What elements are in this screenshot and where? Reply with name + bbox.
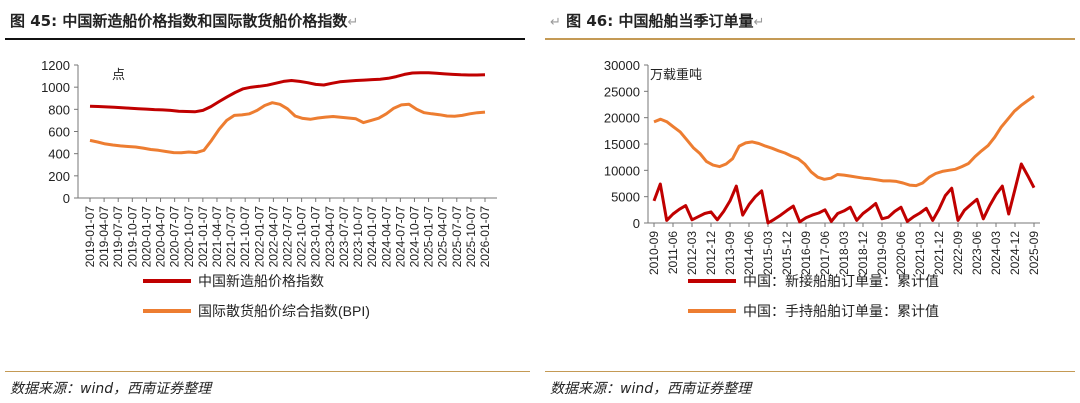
x-tick-label: 2019-09 bbox=[875, 231, 889, 275]
legend-label-2: 国际散货船价综合指数(BPI) bbox=[198, 303, 370, 319]
series-line-2 bbox=[653, 94, 1035, 188]
legend-label-1: 中国：新接船舶订单量：累计值 bbox=[743, 273, 939, 289]
x-tick-label: 2022-10-07 bbox=[295, 206, 309, 268]
x-tick-label: 2013-09 bbox=[723, 231, 737, 275]
y-tick-label: 1200 bbox=[41, 58, 70, 73]
x-tick-label: 2019-10-07 bbox=[125, 206, 139, 268]
x-tick-label: 2024-07-07 bbox=[393, 206, 407, 268]
x-tick-label: 2012-12 bbox=[704, 231, 718, 275]
x-tick-label: 2014-06 bbox=[742, 231, 756, 275]
source-note-left: 数据来源：wind，西南证券整理 bbox=[10, 381, 212, 397]
y-tick-label: 5000 bbox=[611, 190, 640, 205]
x-tick-label: 2023-06 bbox=[970, 231, 984, 275]
x-tick-label: 2025-09 bbox=[1027, 231, 1041, 275]
x-tick-label: 2010-09 bbox=[647, 231, 661, 275]
source-note-right: 数据来源：wind，西南证券整理 bbox=[550, 381, 752, 397]
x-tick-label: 2024-04-07 bbox=[379, 206, 393, 268]
x-tick-label: 2023-07-07 bbox=[337, 206, 351, 268]
return-mark-icon: ↵ bbox=[550, 15, 561, 30]
x-tick-label: 2021-03 bbox=[913, 231, 927, 275]
x-tick-label: 2016-09 bbox=[799, 231, 813, 275]
figure-caption: 中国船舶当季订单量 bbox=[618, 12, 754, 30]
y-unit-label: 万载重吨 bbox=[650, 67, 702, 82]
x-tick-label: 2018-12 bbox=[856, 231, 870, 275]
title-rule bbox=[545, 38, 1075, 40]
right-figure: ↵ 图 46: 中国船舶当季订单量↵ 0 5000 10000 15000 20000 2… bbox=[540, 0, 1080, 403]
x-tick-label: 2022-04-07 bbox=[266, 206, 280, 268]
x-tick-label: 2015-12 bbox=[780, 231, 794, 275]
chart-right: 0 5000 10000 15000 20000 25000 30000 万载重吨 2010-0… bbox=[604, 58, 1041, 319]
source-rule bbox=[545, 371, 1075, 372]
x-tick-label: 2020-07-07 bbox=[168, 206, 182, 268]
y-tick-label: 30000 bbox=[604, 58, 640, 73]
x-tick-label: 2021-10-07 bbox=[238, 206, 252, 268]
y-tick-label: 400 bbox=[48, 147, 70, 162]
x-tick-label: 2021-01-07 bbox=[196, 206, 210, 268]
figure-label: 图 46: bbox=[566, 12, 614, 30]
chart-left: 0 200 400 600 800 1000 1200 点 2019-01-07 2019-04-… bbox=[41, 58, 497, 319]
y-tick-label: 600 bbox=[48, 125, 70, 140]
source-rule bbox=[5, 371, 530, 372]
x-tick-label: 2022-01-07 bbox=[252, 206, 266, 268]
x-tick-label: 2024-12 bbox=[1008, 231, 1022, 275]
y-tick-label: 20000 bbox=[604, 111, 640, 126]
series-line-1 bbox=[89, 71, 486, 114]
y-tick-label: 10000 bbox=[604, 163, 640, 178]
x-tick-label: 2024-01-07 bbox=[365, 206, 379, 268]
y-tick-label: 0 bbox=[63, 191, 70, 206]
figure-title-right: ↵ 图 46: 中国船舶当季订单量↵ bbox=[550, 10, 764, 31]
x-tick-label: 2025-07-07 bbox=[450, 206, 464, 268]
y-unit-label: 点 bbox=[112, 67, 125, 82]
x-tick-label: 2021-12 bbox=[932, 231, 946, 275]
figure-label: 图 45: bbox=[10, 12, 58, 30]
figure-caption: 中国新造船价格指数和国际散货船价格指数 bbox=[62, 12, 348, 30]
x-tick-label: 2017-06 bbox=[818, 231, 832, 275]
series-line-1 bbox=[652, 162, 1036, 225]
x-tick-label: 2025-01-07 bbox=[422, 206, 436, 268]
x-tick-label: 2022-07-07 bbox=[281, 206, 295, 268]
x-tick-label: 2026-01-07 bbox=[478, 206, 492, 268]
x-tick-label: 2019-07-07 bbox=[111, 206, 125, 268]
x-tick-label: 2020-06 bbox=[894, 231, 908, 275]
x-tick-label: 2012-03 bbox=[685, 231, 699, 275]
x-tick-label: 2019-01-07 bbox=[83, 206, 97, 268]
left-figure: 图 45: 中国新造船价格指数和国际散货船价格指数↵ 0 200 400 600 800… bbox=[0, 0, 530, 403]
x-tick-label: 2024-03 bbox=[989, 231, 1003, 275]
y-tick-label: 25000 bbox=[604, 84, 640, 99]
x-tick-label: 2021-07-07 bbox=[224, 206, 238, 268]
x-tick-label: 2024-10-07 bbox=[407, 206, 421, 268]
y-tick-label: 15000 bbox=[604, 137, 640, 152]
x-tick-label: 2021-04-07 bbox=[210, 206, 224, 268]
return-mark-icon: ↵ bbox=[753, 15, 765, 30]
x-tick-label: 2025-04-07 bbox=[436, 206, 450, 268]
x-tick-label: 2022-09 bbox=[951, 231, 965, 275]
x-tick-label: 2018-03 bbox=[837, 231, 851, 275]
y-tick-label: 0 bbox=[633, 216, 640, 231]
figure-title-left: 图 45: 中国新造船价格指数和国际散货船价格指数↵ bbox=[10, 10, 358, 31]
y-tick-label: 1000 bbox=[41, 80, 70, 95]
x-tick-label: 2025-10-07 bbox=[464, 206, 478, 268]
x-tick-label: 2020-01-07 bbox=[139, 206, 153, 268]
y-tick-label: 200 bbox=[48, 169, 70, 184]
x-tick-label: 2019-04-07 bbox=[97, 206, 111, 268]
return-mark-icon: ↵ bbox=[347, 15, 359, 30]
x-tick-label: 2023-01-07 bbox=[309, 206, 323, 268]
x-tick-label: 2011-06 bbox=[666, 231, 680, 274]
legend-label-1: 中国新造船价格指数 bbox=[198, 273, 324, 289]
title-rule bbox=[5, 38, 525, 40]
x-tick-label: 2015-03 bbox=[761, 231, 775, 275]
x-tick-label: 2023-10-07 bbox=[351, 206, 365, 268]
y-tick-label: 800 bbox=[48, 102, 70, 117]
x-tick-label: 2023-04-07 bbox=[323, 206, 337, 268]
series-line-2 bbox=[89, 101, 486, 155]
legend-label-2: 中国：手持船舶订单量：累计值 bbox=[743, 303, 939, 319]
x-tick-label: 2020-10-07 bbox=[182, 206, 196, 268]
x-tick-label: 2020-04-07 bbox=[154, 206, 168, 268]
